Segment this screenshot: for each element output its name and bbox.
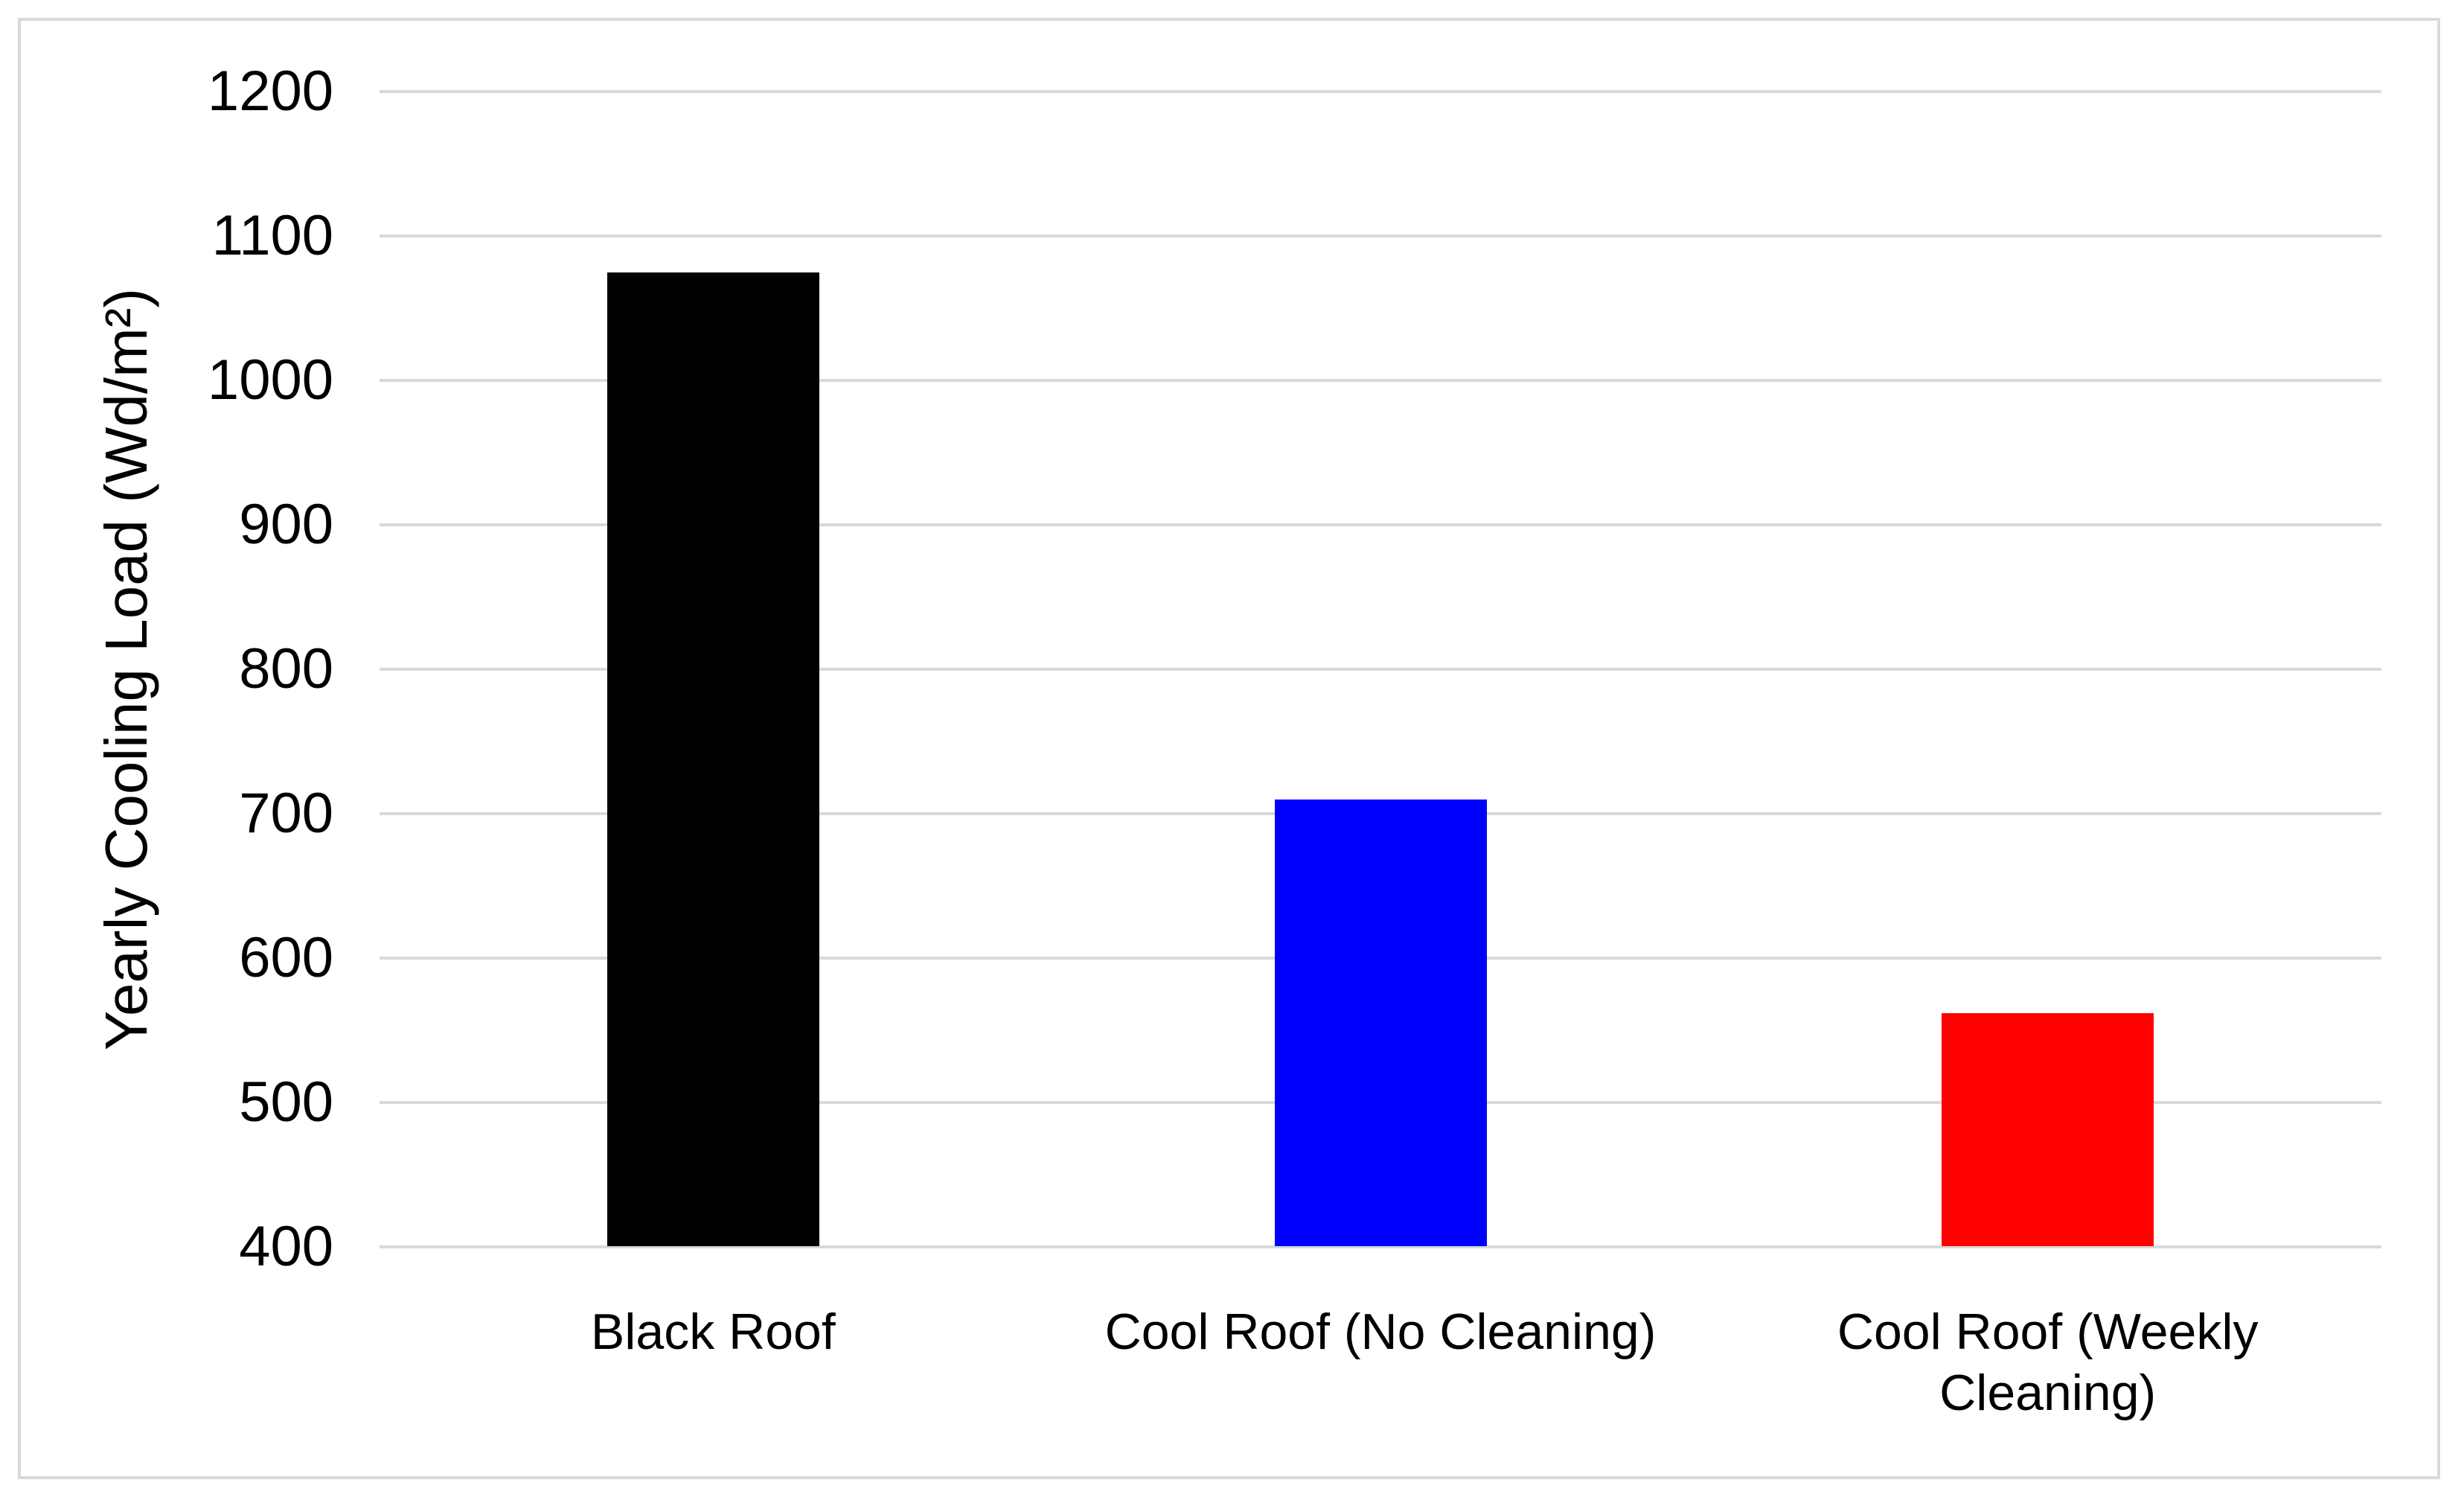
y-tick-label-500: 500	[239, 1070, 333, 1134]
y-tick-label-900: 900	[239, 493, 333, 556]
y-tick-label-400: 400	[239, 1215, 333, 1278]
y-tick-label-1200: 1200	[207, 60, 333, 123]
bar-black-roof	[607, 272, 819, 1246]
bar-cool-roof-no-cleaning	[1274, 799, 1487, 1246]
y-tick-label-700: 700	[239, 782, 333, 845]
bar-cool-roof-weekly-cleaning	[1942, 1012, 2154, 1246]
gridline-1100	[380, 234, 2381, 237]
x-category-label-3: Cool Roof (Weekly Cleaning)	[1713, 1301, 2383, 1423]
gridline-1000	[380, 379, 2381, 382]
x-category-label-line: Cool Roof (Weekly	[1837, 1303, 2259, 1360]
gridline-1200	[380, 90, 2381, 93]
gridline-900	[380, 523, 2381, 526]
chart-border-frame	[18, 18, 2440, 1479]
x-category-label-line: Cleaning)	[1939, 1365, 2157, 1421]
y-tick-label-1100: 1100	[211, 204, 333, 267]
y-tick-label-800: 800	[239, 637, 333, 701]
x-category-label-line: Cool Roof (No Cleaning)	[1104, 1303, 1657, 1360]
gridline-400	[380, 1245, 2381, 1248]
gridline-800	[380, 668, 2381, 671]
x-category-label-2: Cool Roof (No Cleaning)	[1046, 1301, 1715, 1362]
x-category-label-line: Black Roof	[590, 1303, 836, 1360]
y-tick-label-600: 600	[239, 926, 333, 989]
x-category-label-1: Black Roof	[378, 1301, 1048, 1362]
y-tick-label-1000: 1000	[207, 348, 333, 412]
